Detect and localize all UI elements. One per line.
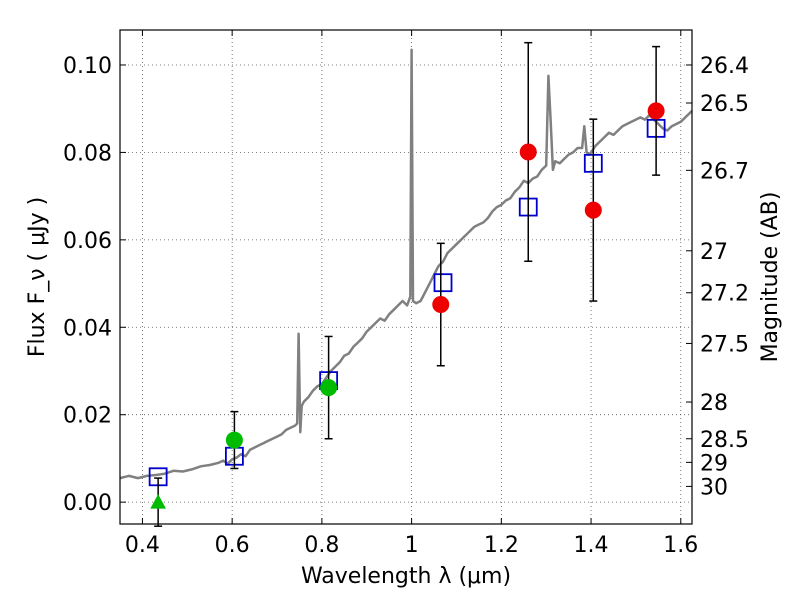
- x-tick-label: 1.2: [484, 533, 519, 558]
- photometry-point: [647, 102, 665, 120]
- x-tick-label: 1.6: [663, 533, 698, 558]
- grid-lines: [120, 30, 692, 524]
- x-tick-label: 1.4: [574, 533, 609, 558]
- y-tick-label: 0.06: [63, 229, 112, 254]
- mag-tick-label: 26.4: [700, 54, 749, 79]
- y-axis-label: Flux F_ν ( μJy ): [25, 197, 50, 357]
- photometry-point: [225, 431, 243, 449]
- x-axis-label: Wavelength λ (μm): [301, 564, 511, 589]
- data-series: [119, 41, 693, 527]
- photometry-point: [320, 379, 338, 397]
- mag-tick-label: 28: [700, 391, 728, 416]
- mag-tick-label: 27.2: [700, 282, 749, 307]
- mag-tick-label: 29: [700, 451, 728, 476]
- photometry-point: [584, 201, 602, 219]
- x-tick-label: 0.4: [125, 533, 160, 558]
- x-tick-label: 1: [405, 533, 419, 558]
- mag-tick-label: 28.5: [700, 428, 749, 453]
- y-tick-label: 0.02: [63, 404, 112, 429]
- mag-tick-label: 26.5: [700, 92, 749, 117]
- upper-limit-triangle: [150, 494, 166, 509]
- mag-tick-label: 27: [700, 240, 728, 265]
- model-spectrum-line: [119, 48, 693, 480]
- y-tick-label: 0.04: [63, 316, 112, 341]
- model-photometry-square: [433, 273, 453, 293]
- y-tick-label: 0.10: [63, 54, 112, 79]
- mag-tick-label: 26.7: [700, 159, 749, 184]
- photometry-point: [519, 143, 537, 161]
- y-tick-label: 0.08: [63, 141, 112, 166]
- y-axis-right-label: Magnitude (AB): [758, 192, 783, 363]
- y-tick-label: 0.00: [63, 491, 112, 516]
- mag-tick-label: 27.5: [700, 332, 749, 357]
- photometry-point: [432, 296, 450, 314]
- axis-ticks: 0.4 0.6 0.8 1 1.2 1.4 1.6 0.00 0.02 0.04 0.06 0.08 0…: [63, 30, 749, 558]
- x-tick-label: 0.6: [215, 533, 250, 558]
- plot-frame: [119, 29, 693, 525]
- mag-tick-label: 30: [700, 475, 728, 500]
- x-tick-label: 0.8: [304, 533, 339, 558]
